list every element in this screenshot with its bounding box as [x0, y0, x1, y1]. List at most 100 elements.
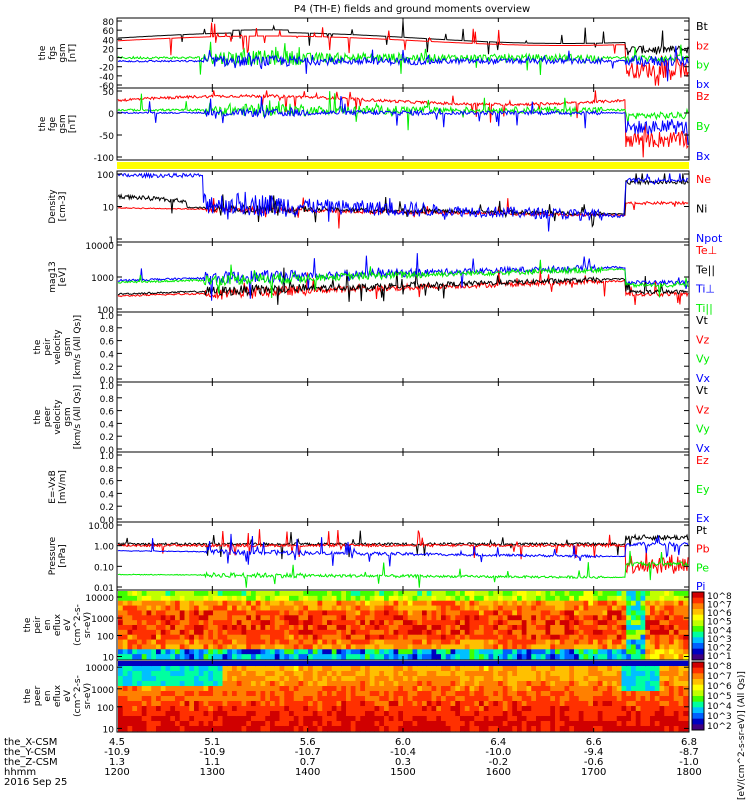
series-fgs-by	[117, 41, 689, 76]
ylabel-line: [km/s (All Qs)]	[73, 315, 83, 379]
legend-fgs-3: bx	[696, 78, 710, 91]
ylabel-line: [nPa]	[58, 544, 68, 567]
ytick-exb: 0.8	[100, 465, 115, 475]
ylabel-line: the	[33, 339, 43, 354]
colorbar-tick: 10^2	[707, 643, 732, 653]
series-fgs-bz	[117, 22, 689, 86]
ylabel-line: peer	[33, 685, 43, 706]
xaxis-value: 1700	[581, 767, 606, 778]
colorbar-tick: 10^5	[707, 692, 732, 702]
ytick-exb: 0.4	[100, 490, 115, 500]
colorbar-tick: 10^1	[707, 652, 732, 662]
ylabel-line: eflux	[53, 613, 63, 636]
ylabel-line: fgs	[48, 46, 58, 60]
ytick-exb: 0.0	[100, 516, 115, 526]
ylabel-line: peer	[43, 406, 53, 427]
ylabel-line: gsm	[58, 114, 68, 133]
legend-peir_vel-2: Vy	[696, 353, 710, 366]
ytick-peir_vel: 0.0	[100, 376, 115, 386]
ylabel-line: eflux	[53, 684, 63, 707]
legend-temp-2: Ti⊥	[695, 283, 715, 296]
ylabel-line: [mV/m]	[58, 470, 68, 504]
ytick-fge: -50	[99, 132, 114, 142]
legend-peer_vel-0: Vt	[696, 384, 709, 397]
series-density-Npot	[117, 171, 689, 232]
ytick-peer_eflux: 10000	[85, 664, 114, 674]
ytick-peer_vel: 0.0	[100, 446, 115, 456]
legend-exb-0: Ez	[696, 454, 709, 467]
ytick-peir_eflux: 100	[97, 633, 114, 643]
xaxis-value: -10.9	[104, 747, 130, 758]
ylabel-fge: the fge gsm [nT]	[38, 114, 78, 133]
colorbar-tick: 10^4	[707, 626, 732, 636]
panel-frame-pressure	[116, 521, 690, 591]
xaxis-value: 6.4	[490, 737, 506, 748]
series-fge-Bx	[117, 95, 689, 145]
panel-frame-fge	[116, 87, 690, 161]
colorbar-tick: 10^7	[707, 601, 732, 611]
legend-temp-0: Te⊥	[695, 244, 717, 257]
ytick-temp: 100	[97, 306, 114, 316]
xaxis-value: 5.6	[300, 737, 316, 748]
ylabel-line: en	[43, 619, 53, 630]
legend-density-2: Npot	[696, 232, 723, 245]
xaxis-value: -10.0	[485, 747, 511, 758]
ytick-fgs: 0	[108, 55, 114, 65]
ylabel-line: fge	[48, 116, 58, 131]
ytick-peir_vel: 0.8	[100, 325, 115, 335]
xaxis-value: 1300	[200, 767, 225, 778]
ytick-temp: 10000	[85, 242, 114, 252]
series-fge-By	[117, 91, 689, 131]
xaxis-value: -0.2	[489, 757, 509, 768]
ytick-fge: 50	[103, 88, 115, 98]
colorbar-label: [eV/(cm^2-s-sr-eV)] (All Qs)]	[737, 671, 747, 800]
ylabel-line: mag13	[48, 261, 58, 292]
ytick-fgs: 40	[103, 36, 115, 46]
ylabel-line: gsm	[63, 407, 73, 426]
ylabel-line: [cm-3]	[58, 192, 68, 222]
series-temp-Ti⊥	[117, 253, 689, 301]
panel-frame-peir_vel	[116, 311, 690, 383]
ylabel-peer_vel: the peer velocity gsm [km/s (All Qs)]	[33, 385, 83, 449]
legend-fgs-0: Bt	[696, 20, 709, 33]
series-temp-Te⊥	[117, 269, 689, 306]
ytick-density: 1	[108, 236, 114, 246]
xaxis-value: -10.4	[390, 747, 416, 758]
xaxis-value: 1800	[676, 767, 701, 778]
series-temp-Te||	[118, 267, 689, 305]
legend-fge-0: Bz	[696, 90, 710, 103]
xaxis-value: -1.0	[679, 757, 699, 768]
ylabel-line: E=-VxB	[48, 470, 58, 504]
legend-exb-2: Ex	[696, 512, 710, 525]
ylabel-line: the	[38, 45, 48, 60]
ytick-peer_eflux: 100	[97, 704, 114, 714]
ytick-peir_eflux: 1000	[91, 615, 114, 625]
ytick-peir_vel: 0.2	[100, 363, 114, 373]
xaxis-value: 6.6	[586, 737, 602, 748]
series-pressure-Pb	[117, 529, 689, 575]
xaxis-value: 1600	[486, 767, 511, 778]
ylabel-line: the	[38, 116, 48, 131]
ytick-pressure: 10.00	[88, 522, 114, 532]
ylabel-peer_eflux: the peer en eflux eV (cm^2-s-sr-eV)	[23, 675, 93, 717]
ylabel-temp: mag13 [eV]	[48, 261, 68, 292]
ylabel-exb: E=-VxB [mV/m]	[48, 470, 68, 504]
ylabel-peir_vel: the peir velocity gsm [km/s (All Qs)]	[33, 315, 83, 379]
ylabel-line: velocity	[53, 329, 63, 365]
ytick-peer_vel: 0.8	[100, 395, 115, 405]
colorbar-tick: 10^5	[707, 618, 732, 628]
legend-density-0: Ne	[696, 173, 711, 186]
ytick-density: 100	[97, 171, 114, 181]
xaxis-value: 4.5	[109, 737, 125, 748]
xaxis-value: 1400	[295, 767, 320, 778]
colorbar-peer: 10^810^710^610^510^410^310^2	[691, 661, 732, 732]
ytick-pressure: 1.00	[94, 543, 114, 553]
colorbar-tick: 10^2	[707, 722, 732, 732]
ylabel-density: Density [cm-3]	[48, 189, 68, 224]
legend-exb-1: Ey	[696, 483, 710, 496]
ylabel-line: Density	[48, 189, 58, 224]
legend-pressure-1: Pb	[696, 543, 710, 556]
xaxis-value: -9.4	[584, 747, 604, 758]
legend-density-1: Ni	[696, 203, 707, 216]
ytick-peer_vel: 0.2	[100, 433, 114, 443]
